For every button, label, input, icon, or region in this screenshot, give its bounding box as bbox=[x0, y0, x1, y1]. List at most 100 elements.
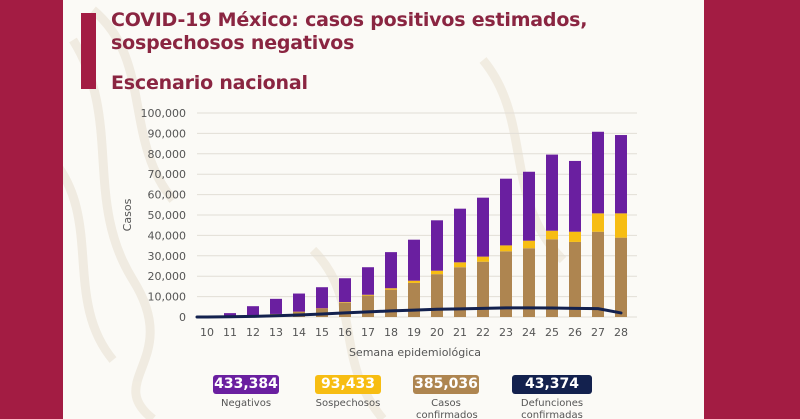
right-brand-panel bbox=[704, 0, 800, 419]
bar-negativos-week-22 bbox=[477, 197, 489, 257]
bar-casos-confirmados-week-26 bbox=[569, 241, 581, 317]
bar-negativos-week-17 bbox=[362, 267, 374, 295]
bar-sospechosos-week-15 bbox=[316, 308, 328, 309]
bar-casos-confirmados-week-16 bbox=[339, 302, 351, 317]
x-tick-label: 15 bbox=[315, 326, 329, 339]
x-tick-label: 13 bbox=[269, 326, 283, 339]
bar-sospechosos-week-16 bbox=[339, 302, 351, 303]
x-tick-label: 11 bbox=[223, 326, 237, 339]
bar-negativos-week-18 bbox=[385, 252, 397, 289]
bar-casos-confirmados-week-18 bbox=[385, 289, 397, 317]
x-tick-label: 25 bbox=[545, 326, 559, 339]
bar-sospechosos-week-23 bbox=[500, 245, 512, 252]
bar-negativos-week-16 bbox=[339, 278, 351, 303]
bar-negativos-week-27 bbox=[592, 131, 604, 214]
bar-negativos-week-19 bbox=[408, 239, 420, 281]
bar-sospechosos-week-14 bbox=[293, 311, 305, 313]
watermark-pattern bbox=[63, 6, 567, 419]
x-tick-label: 10 bbox=[200, 326, 214, 339]
legend-negativos-label: Negativos bbox=[220, 398, 272, 409]
x-tick-label: 19 bbox=[407, 326, 421, 339]
bar-casos-confirmados-week-21 bbox=[454, 267, 466, 317]
bar-negativos-week-13 bbox=[270, 298, 282, 314]
bar-casos-confirmados-week-27 bbox=[592, 231, 604, 317]
x-tick-label: 22 bbox=[476, 326, 490, 339]
x-tick-label: 18 bbox=[384, 326, 398, 339]
x-tick-labels: 10 11 12 13 14 15 16 17 18 19 20 21 22 23 24 25 26 27 28 bbox=[200, 326, 628, 339]
bar-sospechosos-week-20 bbox=[431, 270, 443, 275]
y-tick-label: 90,000 bbox=[148, 127, 187, 140]
bar-negativos-week-28 bbox=[615, 135, 627, 214]
bar-casos-confirmados-week-25 bbox=[546, 239, 558, 317]
x-tick-label: 14 bbox=[292, 326, 306, 339]
bar-negativos-week-26 bbox=[569, 160, 581, 232]
x-tick-label: 12 bbox=[246, 326, 260, 339]
y-tick-label: 30,000 bbox=[148, 250, 187, 263]
legend-negativos-value: 433,384 bbox=[213, 375, 279, 394]
bar-sospechosos-week-24 bbox=[523, 240, 535, 249]
bar-casos-confirmados-week-23 bbox=[500, 251, 512, 317]
x-tick-label: 27 bbox=[591, 326, 605, 339]
bar-sospechosos-week-27 bbox=[592, 213, 604, 232]
bars bbox=[201, 131, 627, 318]
y-tick-label: 40,000 bbox=[148, 229, 187, 242]
bar-casos-confirmados-week-24 bbox=[523, 248, 535, 317]
y-tick-labels: 0 10,000 20,000 30,000 40,000 50,000 60,000 70,… bbox=[141, 107, 187, 324]
legend-sospechosos: 93,433 Sospechosos bbox=[315, 375, 381, 410]
legend-confirmados-label: Casos confirmados bbox=[416, 398, 478, 419]
bar-sospechosos-week-22 bbox=[477, 256, 489, 262]
bar-sospechosos-week-26 bbox=[569, 231, 581, 242]
legend-negativos: 433,384 Negativos bbox=[213, 375, 279, 410]
bar-negativos-week-11 bbox=[224, 313, 236, 317]
y-tick-label: 80,000 bbox=[148, 148, 187, 161]
bar-casos-confirmados-week-19 bbox=[408, 282, 420, 317]
bar-sospechosos-week-18 bbox=[385, 288, 397, 290]
y-axis-label: Casos bbox=[121, 198, 134, 231]
bar-negativos-week-25 bbox=[546, 154, 558, 231]
legend-defunciones-value: 43,374 bbox=[512, 375, 592, 394]
y-tick-label: 10,000 bbox=[148, 291, 187, 304]
bar-negativos-week-14 bbox=[293, 293, 305, 312]
x-tick-label: 24 bbox=[522, 326, 536, 339]
bar-negativos-week-24 bbox=[523, 171, 535, 241]
title-accent-bar bbox=[81, 13, 96, 89]
stacked-bar-chart: 0 10,000 20,000 30,000 40,000 50,000 60,000 70,… bbox=[121, 107, 637, 359]
legend-defunciones-label: Defunciones confirmadas bbox=[520, 398, 584, 419]
bar-negativos-week-23 bbox=[500, 178, 512, 246]
y-tick-label: 50,000 bbox=[148, 209, 187, 222]
defunciones-line bbox=[195, 306, 623, 319]
x-tick-label: 20 bbox=[430, 326, 444, 339]
y-tick-label: 0 bbox=[179, 311, 186, 324]
bar-negativos-week-12 bbox=[247, 306, 259, 317]
bar-negativos-week-15 bbox=[316, 287, 328, 309]
bar-casos-confirmados-week-17 bbox=[362, 295, 374, 317]
bar-negativos-week-20 bbox=[431, 220, 443, 271]
bar-casos-confirmados-week-22 bbox=[477, 261, 489, 317]
bar-casos-confirmados-week-20 bbox=[431, 274, 443, 317]
bar-sospechosos-week-19 bbox=[408, 280, 420, 283]
slide-title: COVID-19 México: casos positivos estimad… bbox=[111, 9, 588, 54]
x-tick-label: 21 bbox=[453, 326, 467, 339]
bar-sospechosos-week-25 bbox=[546, 230, 558, 240]
bar-sospechosos-week-17 bbox=[362, 294, 374, 296]
x-tick-label: 17 bbox=[361, 326, 375, 339]
y-tick-label: 60,000 bbox=[148, 189, 187, 202]
legend-sospechosos-label: Sospechosos bbox=[315, 398, 381, 409]
slide: COVID-19 México: casos positivos estimad… bbox=[63, 0, 704, 419]
y-tick-label: 100,000 bbox=[141, 107, 187, 120]
x-tick-label: 16 bbox=[338, 326, 352, 339]
bar-sospechosos-week-21 bbox=[454, 262, 466, 268]
bar-sospechosos-week-28 bbox=[615, 213, 627, 238]
gridlines bbox=[197, 112, 637, 318]
legend-confirmados-value: 385,036 bbox=[413, 375, 479, 394]
x-tick-label: 23 bbox=[499, 326, 513, 339]
legend-defunciones: 43,374 Defunciones confirmadas bbox=[512, 375, 592, 419]
bar-negativos-week-21 bbox=[454, 208, 466, 263]
legend-sospechosos-value: 93,433 bbox=[315, 375, 381, 394]
x-tick-label: 28 bbox=[614, 326, 628, 339]
x-tick-label: 26 bbox=[568, 326, 582, 339]
left-brand-panel bbox=[0, 0, 63, 419]
y-tick-label: 20,000 bbox=[148, 270, 187, 283]
legend-confirmados: 385,036 Casos confirmados bbox=[413, 375, 479, 419]
x-axis-label: Semana epidemiológica bbox=[349, 346, 481, 359]
